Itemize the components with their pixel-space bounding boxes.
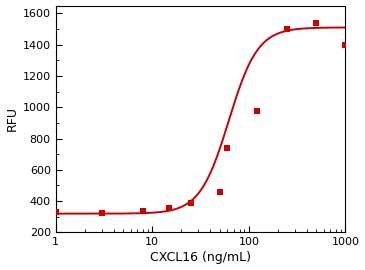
Point: [53, 210, 59, 214]
Y-axis label: RFU: RFU: [5, 106, 19, 131]
Point: [188, 201, 194, 205]
Point: [166, 206, 172, 210]
Point: [342, 43, 348, 48]
Point: [217, 190, 223, 194]
Point: [284, 27, 290, 31]
Point: [254, 109, 260, 113]
Point: [99, 211, 105, 215]
X-axis label: CXCL16 (ng/mL): CXCL16 (ng/mL): [150, 251, 251, 264]
Point: [224, 146, 230, 150]
Point: [314, 21, 319, 25]
Point: [140, 208, 146, 213]
